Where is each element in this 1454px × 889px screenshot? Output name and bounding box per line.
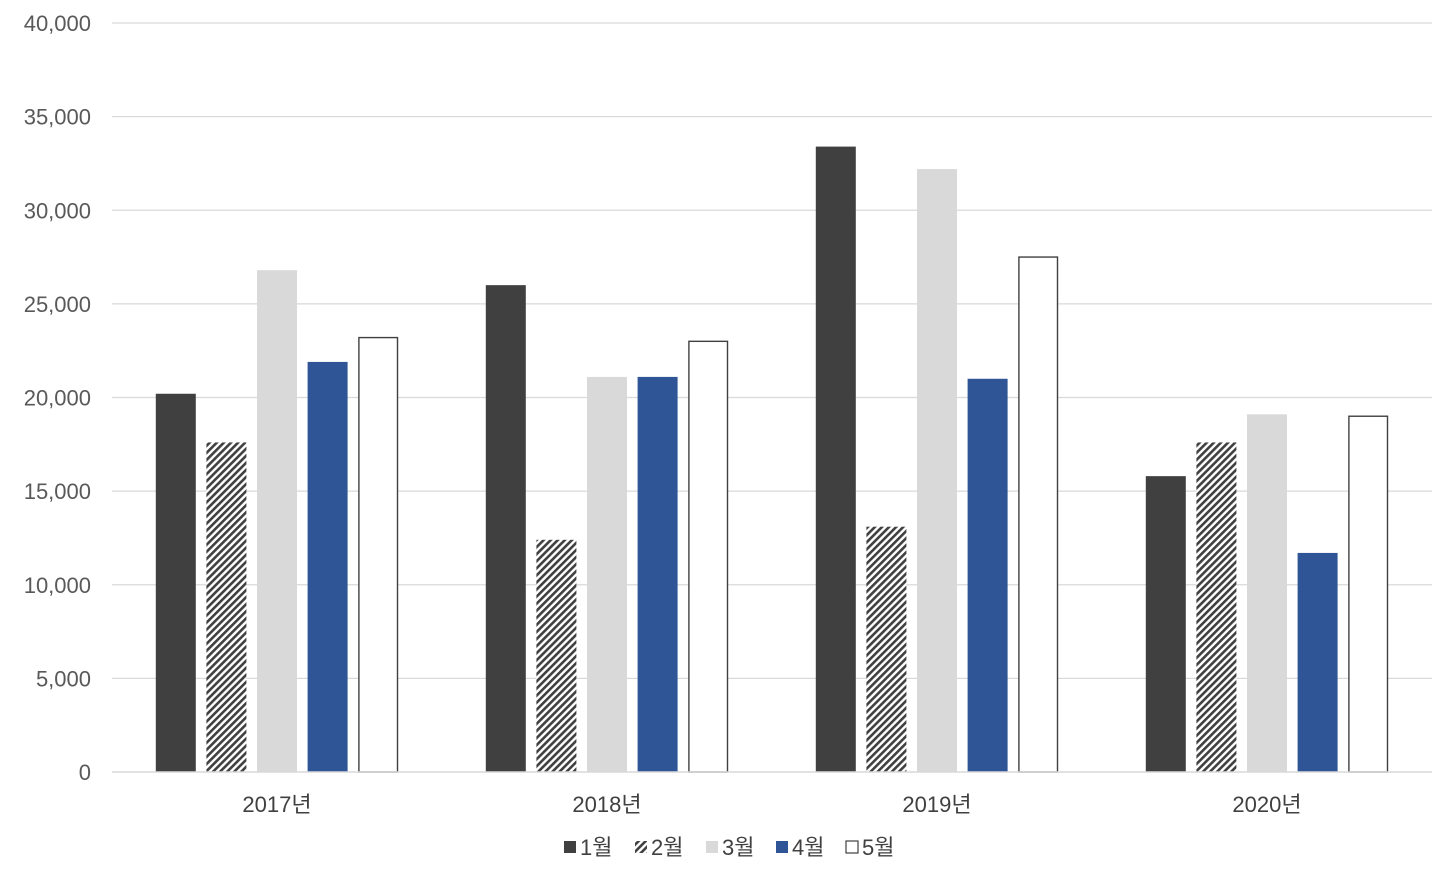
y-axis-tick-labels: 0 5,000 10,000 15,000 20,000 25,000 30,000 35,0… (24, 11, 91, 785)
bar-2020년-3월 (1247, 414, 1287, 772)
bars (155, 146, 1389, 773)
legend-swatch (845, 840, 859, 854)
legend-label: 1월 (580, 835, 612, 860)
y-tick-label: 0 (79, 760, 91, 785)
bar-2019년-2월 (866, 526, 907, 772)
bar-2019년-5월 (1018, 256, 1059, 773)
legend: 1월 2월 3월 4월 5월 (564, 835, 894, 860)
legend-item-4월: 4월 (776, 835, 824, 860)
legend-label: 5월 (862, 835, 894, 860)
bar-2020년-5월 (1348, 415, 1389, 773)
legend-swatch (635, 841, 647, 853)
legend-item-2월: 2월 (635, 835, 683, 860)
bar-2018년-4월 (637, 376, 678, 772)
bar-2019년-3월 (917, 169, 957, 772)
x-category-label: 2017년 (242, 792, 311, 817)
legend-label: 4월 (792, 835, 824, 860)
y-tick-label: 5,000 (36, 666, 91, 691)
x-category-label: 2020년 (1232, 792, 1301, 817)
legend-swatch (706, 841, 718, 853)
y-tick-label: 20,000 (24, 386, 91, 411)
bar-2020년-1월 (1145, 476, 1186, 772)
x-category-label: 2019년 (902, 792, 971, 817)
bar-2018년-3월 (587, 376, 627, 772)
bar-2017년-4월 (307, 361, 348, 772)
legend-item-5월: 5월 (845, 835, 894, 860)
bar-2017년-1월 (155, 393, 196, 772)
y-tick-label: 30,000 (24, 198, 91, 223)
legend-item-3월: 3월 (706, 835, 754, 860)
bar-2019년-4월 (967, 378, 1008, 772)
bar-2019년-1월 (815, 146, 856, 772)
legend-item-1월: 1월 (564, 835, 612, 860)
legend-swatch (564, 841, 576, 853)
bar-2017년-2월 (206, 442, 247, 772)
y-tick-label: 15,000 (24, 479, 91, 504)
legend-swatch (776, 841, 788, 853)
legend-label: 2월 (651, 835, 683, 860)
x-category-label: 2018년 (572, 792, 641, 817)
y-tick-label: 35,000 (24, 105, 91, 130)
y-tick-label: 25,000 (24, 292, 91, 317)
y-tick-label: 10,000 (24, 573, 91, 598)
legend-label: 3월 (722, 835, 754, 860)
x-axis-category-labels: 2017년 2018년 2019년 2020년 (242, 792, 1301, 817)
y-tick-label: 40,000 (24, 11, 91, 36)
bar-2018년-5월 (688, 340, 729, 773)
bar-2017년-3월 (257, 270, 297, 772)
bar-2020년-2월 (1196, 442, 1237, 772)
bar-2020년-4월 (1297, 552, 1338, 772)
bar-2018년-1월 (485, 285, 526, 772)
bar-2018년-2월 (536, 539, 577, 772)
bar-2017년-5월 (358, 336, 399, 773)
